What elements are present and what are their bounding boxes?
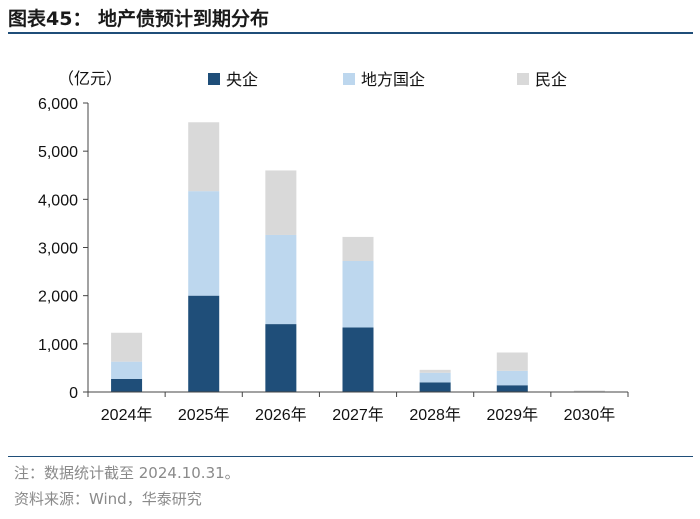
x-tick-label: 2027年 xyxy=(332,406,384,424)
y-tick-label: 1,000 xyxy=(38,337,78,354)
data-note: 注：数据统计截至 2024.10.31。 xyxy=(14,464,240,482)
chart-title: 图表45： 地产债预计到期分布 xyxy=(8,8,270,30)
bar-segment xyxy=(419,382,451,392)
x-axis: 2024年 2025年 2026年 2027年 2028年 2029年 2030年 xyxy=(87,391,629,424)
bar-segment xyxy=(342,236,374,261)
legend-label: 央企 xyxy=(226,70,258,89)
bar-segment xyxy=(496,370,528,386)
bar-segment xyxy=(188,122,220,192)
bar-segment xyxy=(111,361,143,379)
bar-segment xyxy=(573,390,605,392)
title-divider xyxy=(8,32,693,34)
bar-segment xyxy=(419,372,451,383)
bar-segment xyxy=(342,260,374,328)
y-tick-label: 3,000 xyxy=(38,241,78,258)
legend-swatch xyxy=(343,73,355,85)
x-tick-label: 2026年 xyxy=(255,406,307,424)
y-tick-label: 2,000 xyxy=(38,289,78,306)
y-tick-label: 0 xyxy=(69,385,78,402)
bar-segment xyxy=(342,327,374,392)
bar-segment xyxy=(188,295,220,392)
stacked-bar-chart: 央企 地方国企 民企 （亿元） 0 1,000 2,000 3,000 4,000 5,000… xyxy=(38,69,629,424)
y-axis-unit-label: （亿元） xyxy=(58,69,122,88)
y-tick-label: 4,000 xyxy=(38,192,78,209)
bar-segment xyxy=(265,234,297,325)
x-tick-label: 2030年 xyxy=(564,406,616,424)
bar-segment xyxy=(111,378,143,392)
bar-segment xyxy=(496,352,528,371)
bar-segment xyxy=(265,324,297,392)
bar-segment xyxy=(496,385,528,392)
bar-segment xyxy=(188,191,220,296)
bar-segment xyxy=(111,332,143,362)
legend-label: 民企 xyxy=(535,70,567,89)
x-tick-label: 2024年 xyxy=(101,406,153,424)
y-tick-label: 5,000 xyxy=(38,144,78,161)
legend: 央企 地方国企 民企 xyxy=(208,70,567,89)
bar-segment xyxy=(265,170,297,235)
footer-divider xyxy=(8,456,693,457)
legend-swatch xyxy=(208,73,220,85)
legend-label: 地方国企 xyxy=(361,70,425,89)
y-axis: 0 1,000 2,000 3,000 4,000 5,000 6,000 xyxy=(38,96,89,402)
y-tick-label: 6,000 xyxy=(38,96,78,113)
legend-swatch xyxy=(517,73,529,85)
x-tick-label: 2025年 xyxy=(178,406,230,424)
bar-segment xyxy=(419,369,451,373)
bars xyxy=(111,122,605,393)
data-source: 资料来源：Wind，华泰研究 xyxy=(14,490,202,508)
x-tick-label: 2029年 xyxy=(486,406,538,424)
x-tick-label: 2028年 xyxy=(409,406,461,424)
